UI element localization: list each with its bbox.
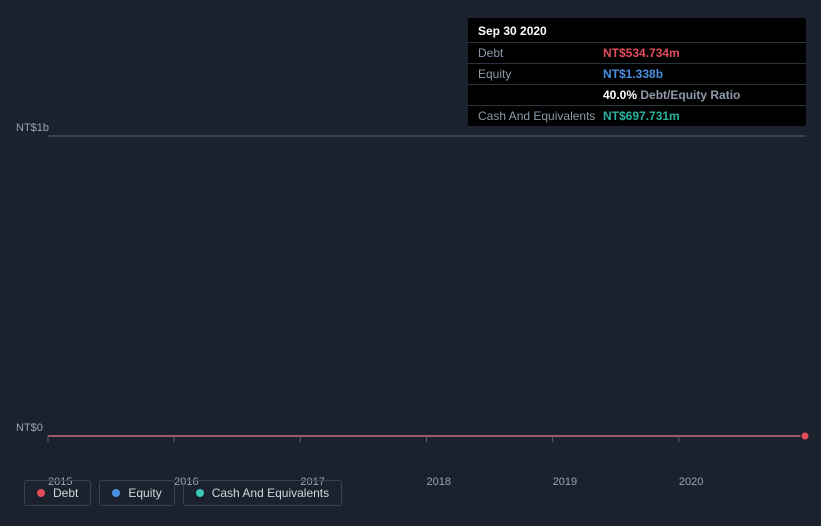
x-axis-label: 2018 xyxy=(427,476,553,488)
legend-item-label: Cash And Equivalents xyxy=(212,486,329,500)
legend-dot-icon xyxy=(112,489,120,497)
tooltip-row: 40.0% Debt/Equity Ratio xyxy=(468,85,806,106)
tooltip-row-value: 40.0% Debt/Equity Ratio xyxy=(603,88,740,102)
tooltip-row: EquityNT$1.338b xyxy=(468,64,806,85)
y-axis-bottom-label: NT$0 xyxy=(16,422,43,434)
tooltip-row-value: NT$697.731m xyxy=(603,109,680,123)
tooltip-date: Sep 30 2020 xyxy=(468,18,806,43)
tooltip-row-label: Cash And Equivalents xyxy=(478,109,603,123)
tooltip-row-label: Equity xyxy=(478,67,603,81)
legend-item-label: Debt xyxy=(53,486,78,500)
x-axis-label: 2020 xyxy=(679,476,805,488)
tooltip-row: DebtNT$534.734m xyxy=(468,43,806,64)
tooltip-row-label xyxy=(478,88,603,102)
y-axis-top-label: NT$1b xyxy=(16,122,49,134)
x-axis-label: 2019 xyxy=(553,476,679,488)
tooltip-row-label: Debt xyxy=(478,46,603,60)
legend-item-label: Equity xyxy=(128,486,161,500)
legend-item-equity[interactable]: Equity xyxy=(99,480,174,506)
legend-dot-icon xyxy=(37,489,45,497)
tooltip-row-value: NT$534.734m xyxy=(603,46,680,60)
end-dot-debt xyxy=(801,432,809,440)
chart-plot xyxy=(48,136,805,436)
data-point-tooltip: Sep 30 2020 DebtNT$534.734mEquityNT$1.33… xyxy=(468,18,806,126)
tooltip-row: Cash And EquivalentsNT$697.731m xyxy=(468,106,806,126)
chart-legend: Debt Equity Cash And Equivalents xyxy=(24,480,342,506)
legend-dot-icon xyxy=(196,489,204,497)
tooltip-row-value: NT$1.338b xyxy=(603,67,663,81)
legend-item-cash[interactable]: Cash And Equivalents xyxy=(183,480,342,506)
legend-item-debt[interactable]: Debt xyxy=(24,480,91,506)
